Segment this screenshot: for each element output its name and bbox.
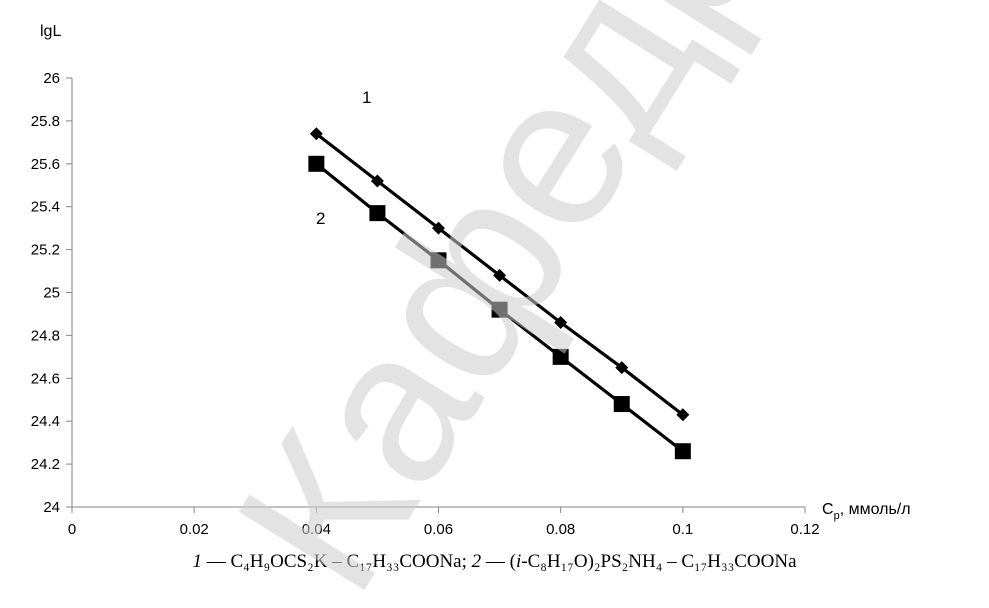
- series-1-point: [676, 408, 690, 422]
- x-axis-title-main: C: [822, 501, 834, 518]
- y-tick-label: 24.6: [31, 370, 60, 387]
- series-2-point: [430, 252, 447, 269]
- series-2-point: [552, 348, 569, 365]
- caption-series-1-formula: — C₄H₉OCS₂K – C₁₇H₃₃COONa;: [202, 551, 472, 572]
- y-tick-label: 24.2: [31, 456, 60, 473]
- series-1-point: [554, 316, 568, 330]
- figure-caption: 1 — C₄H₉OCS₂K – C₁₇H₃₃COONa; 2 — (i-C₈H₁…: [0, 551, 989, 573]
- x-axis-title-rest: , ммоль/л: [840, 501, 911, 518]
- caption-series-2-formula-rest: -C₈H₁₇O)₂PS₂NH₄ – C₁₇H₃₃COONa: [521, 551, 797, 572]
- y-tick-labels: 24 24.2 24.4 24.6 24.8 25 25.2 25.4 25.6 25.8 26: [31, 70, 60, 516]
- y-tick-label: 24: [43, 499, 60, 516]
- x-tick-label: 0.12: [790, 521, 819, 538]
- series-2-point: [613, 396, 630, 413]
- x-tick-label: 0: [68, 521, 76, 538]
- y-tick-label: 25.2: [31, 242, 60, 259]
- series-1-point: [493, 268, 507, 282]
- caption-series-2-number: 2: [471, 551, 482, 572]
- x-tick-label: 0.04: [302, 521, 331, 538]
- series-2-point: [674, 443, 691, 460]
- series-1-point: [370, 174, 384, 188]
- caption-series-2-formula-open: — (: [481, 551, 516, 572]
- y-tick-label: 25.4: [31, 199, 60, 216]
- y-tick-label: 25.6: [31, 156, 60, 173]
- x-tick-label: 0.1: [672, 521, 693, 538]
- x-tick-label: 0.08: [546, 521, 575, 538]
- series-1-point: [309, 127, 323, 141]
- y-tick-label: 25.8: [31, 113, 60, 130]
- series-2-point: [369, 205, 386, 222]
- y-tick-label: 26: [43, 70, 60, 87]
- y-tick-label: 24.8: [31, 327, 60, 344]
- y-tick-label: 25: [43, 285, 60, 302]
- series-1: [309, 127, 690, 422]
- x-tick-label: 0.02: [180, 521, 209, 538]
- x-tick-labels: 0 0.02 0.04 0.06 0.08 0.1 0.12: [68, 521, 820, 538]
- caption-series-1-number: 1: [192, 551, 203, 572]
- series-2-point: [308, 155, 325, 172]
- x-axis-title-subscript: р: [834, 510, 840, 522]
- series-1-point: [432, 221, 445, 235]
- y-axis-title: lgL: [40, 23, 61, 40]
- series-2-point: [491, 301, 508, 318]
- series-2-label: 2: [316, 209, 325, 228]
- series-1-point: [615, 361, 629, 375]
- y-tick-label: 24.4: [31, 413, 60, 430]
- x-tick-label: 0.06: [424, 521, 453, 538]
- axes: [66, 77, 806, 513]
- caption-series-2-iso-prefix: i: [515, 551, 522, 572]
- series-2: [308, 155, 691, 460]
- series-layer: 12: [308, 88, 691, 460]
- x-axis-title: Cр, ммоль/л: [822, 501, 911, 522]
- series-1-label: 1: [362, 88, 371, 107]
- line-chart: lgL 24 24.2 24.4 24.6 24.8 25 25.2 25.4 25.6 25.8…: [31, 23, 911, 538]
